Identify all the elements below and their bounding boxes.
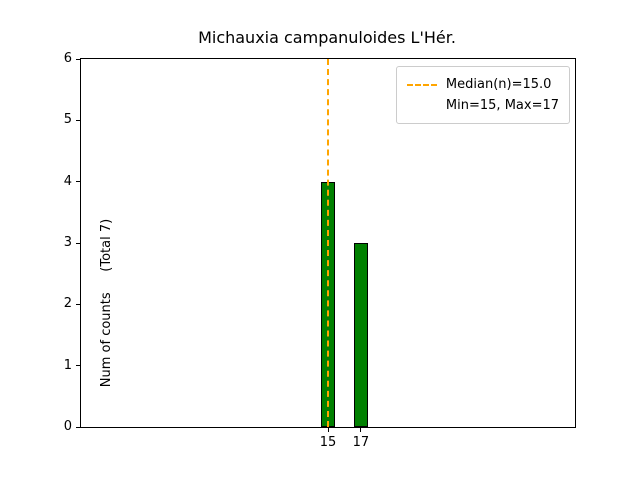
chart-title: Michauxia campanuloides L'Hér. [198, 28, 456, 47]
y-tick-6 [76, 58, 81, 60]
y-tick-0 [76, 426, 81, 428]
y-axis-label: Num of counts (Total 7) [99, 218, 114, 388]
y-tick-5 [76, 119, 81, 121]
bar-17 [354, 243, 368, 427]
y-tick-label-1: 1 [63, 357, 72, 373]
legend-label-median: Median(n)=15.0 [445, 77, 552, 92]
legend-label-minmax: Min=15, Max=17 [445, 98, 559, 113]
legend: Median(n)=15.0 Min=15, Max=17 [395, 66, 570, 124]
x-tick-15 [327, 427, 329, 432]
legend-swatch-spacer [407, 105, 437, 107]
y-tick-4 [76, 181, 81, 183]
x-tick-label-15: 15 [319, 435, 337, 450]
y-tick-label-3: 3 [63, 235, 72, 250]
median-line-legend-swatch [406, 83, 437, 86]
x-tick-17 [360, 427, 362, 432]
legend-row-median: Median(n)=15.0 [406, 74, 559, 95]
y-tick-label-0: 0 [63, 419, 72, 434]
y-tick-label-2: 2 [63, 296, 72, 312]
y-tick-label-6: 6 [63, 51, 72, 66]
y-tick-label-5: 5 [63, 112, 72, 128]
y-tick-label-4: 4 [63, 173, 72, 189]
y-tick-1 [76, 365, 81, 367]
x-tick-label-17: 17 [352, 435, 370, 450]
median-line [327, 59, 329, 427]
y-tick-3 [76, 242, 81, 244]
legend-row-minmax: Min=15, Max=17 [407, 95, 559, 116]
y-tick-2 [76, 303, 81, 305]
